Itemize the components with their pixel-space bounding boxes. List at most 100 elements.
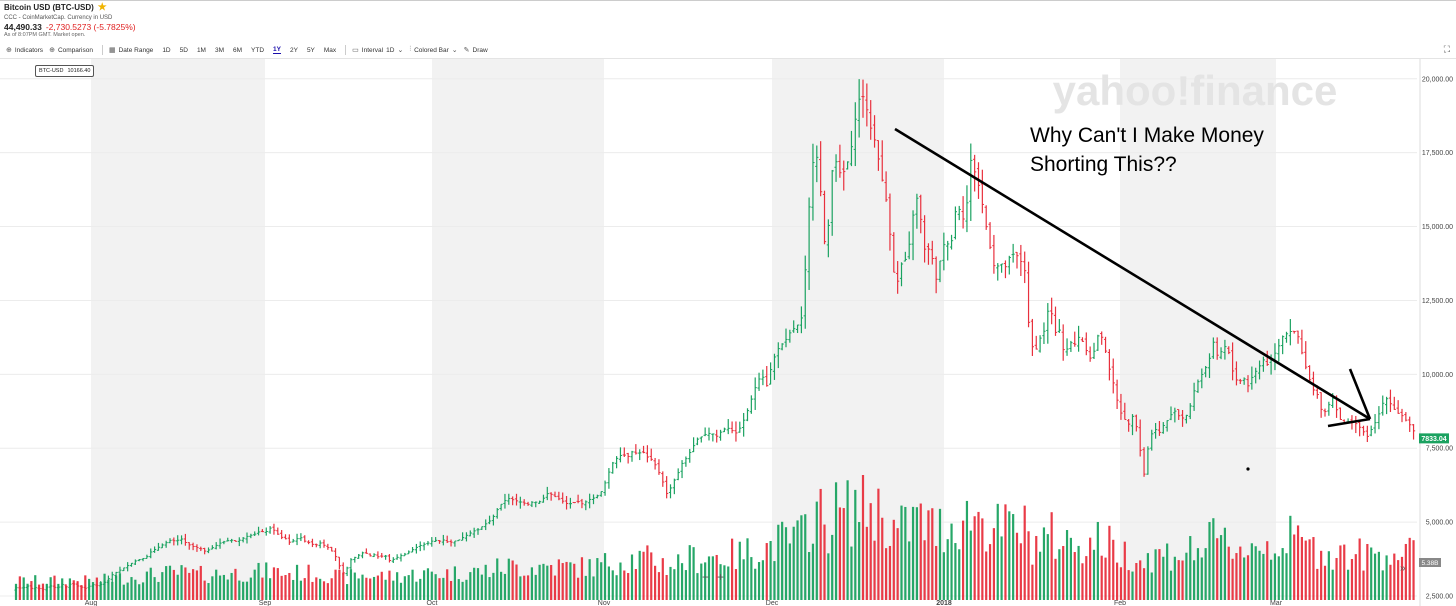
range-1m[interactable]: 1M bbox=[196, 46, 206, 54]
volume-bar bbox=[134, 579, 137, 600]
interval-value: 1D bbox=[386, 46, 395, 54]
volume-bar bbox=[908, 541, 911, 600]
indicators-button[interactable]: ⊕ Indicators bbox=[6, 46, 43, 55]
range-5y[interactable]: 5Y bbox=[306, 46, 315, 54]
volume-bar bbox=[677, 554, 680, 600]
series-tag[interactable]: BTC-USD 10166.40 bbox=[35, 65, 95, 77]
volume-bar bbox=[1050, 512, 1053, 600]
volume-bar bbox=[996, 503, 999, 600]
range-3m[interactable]: 3M bbox=[214, 46, 224, 54]
volume-bar bbox=[1377, 551, 1380, 600]
interval-dropdown[interactable]: ▭ Interval 1D ⌄ bbox=[352, 46, 403, 55]
volume-bar bbox=[1000, 536, 1003, 600]
volume-bar bbox=[619, 562, 622, 600]
as-of-time: As of 8:07PM GMT. Market open. bbox=[4, 31, 86, 38]
volume-bar bbox=[249, 577, 252, 600]
range-1y[interactable]: 1Y bbox=[273, 46, 281, 54]
volume-bar bbox=[630, 554, 634, 600]
volume-bar bbox=[465, 579, 468, 600]
volume-bar bbox=[1293, 534, 1296, 600]
volume-bar bbox=[38, 584, 41, 600]
volume-bar bbox=[707, 556, 711, 600]
volume-bar bbox=[338, 569, 341, 600]
volume-bar bbox=[1304, 540, 1307, 600]
volume-bar bbox=[654, 565, 657, 600]
month-shading bbox=[91, 59, 1276, 600]
volume-bar bbox=[738, 541, 741, 600]
date-range-button[interactable]: ▦ Date Range bbox=[109, 46, 153, 55]
volume-bar bbox=[346, 584, 349, 600]
volume-bar bbox=[72, 580, 75, 600]
volume-bar bbox=[734, 569, 738, 600]
volume-bar bbox=[1223, 527, 1226, 600]
volume-bar bbox=[473, 567, 476, 600]
volume-bar bbox=[407, 575, 410, 600]
volume-bar bbox=[311, 581, 314, 600]
volume-bar bbox=[500, 571, 503, 600]
fullscreen-icon[interactable]: ⛶ bbox=[1443, 44, 1450, 54]
volume-bar bbox=[353, 572, 356, 600]
plus-circle-icon: ⊕ bbox=[6, 47, 12, 54]
volume-bar bbox=[954, 543, 957, 600]
draw-button[interactable]: ✎ Draw bbox=[464, 46, 488, 55]
volume-bar bbox=[881, 517, 884, 600]
range-1d[interactable]: 1D bbox=[162, 46, 171, 54]
volume-bar bbox=[103, 573, 106, 600]
volume-bar bbox=[419, 578, 422, 600]
volume-bar bbox=[1412, 540, 1415, 600]
volume-bar bbox=[1354, 554, 1357, 600]
scroll-right-icon[interactable]: » bbox=[1400, 563, 1406, 574]
range-max[interactable]: Max bbox=[323, 46, 337, 54]
volume-bar bbox=[519, 576, 522, 600]
volume-bar bbox=[834, 482, 838, 600]
volume-bar bbox=[1100, 555, 1103, 600]
volume-bar bbox=[1320, 550, 1323, 600]
top-border bbox=[0, 0, 1456, 1]
chevron-down-icon: ⌄ bbox=[451, 47, 458, 54]
series-symbol: BTC-USD bbox=[39, 68, 64, 74]
volume-bar bbox=[523, 575, 526, 600]
volume-bar bbox=[858, 522, 861, 600]
chart-type-dropdown[interactable]: ⫶ Colored Bar ⌄ bbox=[409, 46, 457, 54]
volume-bar bbox=[827, 553, 830, 600]
price-chart[interactable]: yahoo!finance 2,500.00 5,000.00 7,500.00 10… bbox=[0, 59, 1456, 606]
zoom-out-button[interactable]: − bbox=[702, 570, 710, 584]
volume-bar bbox=[565, 561, 568, 600]
month-shade bbox=[772, 59, 944, 600]
divider bbox=[345, 45, 347, 55]
volume-bar bbox=[315, 577, 318, 600]
volume-bar bbox=[215, 569, 218, 600]
range-6m[interactable]: 6M bbox=[233, 46, 243, 54]
volume-bar bbox=[380, 571, 383, 600]
volume-bar bbox=[299, 580, 302, 600]
range-2y[interactable]: 2Y bbox=[289, 46, 298, 54]
range-ytd[interactable]: YTD bbox=[251, 46, 265, 54]
volume-bar bbox=[515, 564, 518, 600]
range-5d[interactable]: 5D bbox=[179, 46, 188, 54]
volume-bar bbox=[342, 572, 345, 600]
volume-bar bbox=[153, 577, 156, 600]
volume-bar bbox=[130, 577, 133, 600]
volume-bar bbox=[415, 581, 418, 600]
comparison-button[interactable]: ⊕ Comparison bbox=[49, 46, 93, 55]
volume-bar bbox=[1031, 564, 1034, 600]
volume-bar bbox=[1146, 553, 1149, 600]
volume-bar bbox=[453, 566, 456, 600]
zoom-in-button[interactable]: + bbox=[717, 570, 725, 584]
volume-bar bbox=[326, 583, 329, 600]
toolbar-divider bbox=[0, 58, 1456, 59]
volume-bar bbox=[272, 567, 276, 600]
ticker-name: Bitcoin USD (BTC-USD) bbox=[4, 3, 94, 12]
volume-bar bbox=[288, 572, 291, 600]
volume-bar bbox=[1008, 511, 1011, 600]
volume-bar bbox=[985, 551, 988, 600]
star-icon[interactable]: ★ bbox=[97, 2, 107, 13]
y-tick-label: 2,500.00 bbox=[1426, 594, 1453, 601]
volume-bar bbox=[1270, 559, 1273, 600]
volume-bar bbox=[172, 569, 175, 600]
volume-bar bbox=[588, 559, 591, 600]
volume-bar bbox=[861, 475, 865, 600]
volume-bar bbox=[573, 563, 576, 600]
y-tick-label: 5,000.00 bbox=[1426, 520, 1453, 527]
volume-bar bbox=[1135, 563, 1138, 600]
